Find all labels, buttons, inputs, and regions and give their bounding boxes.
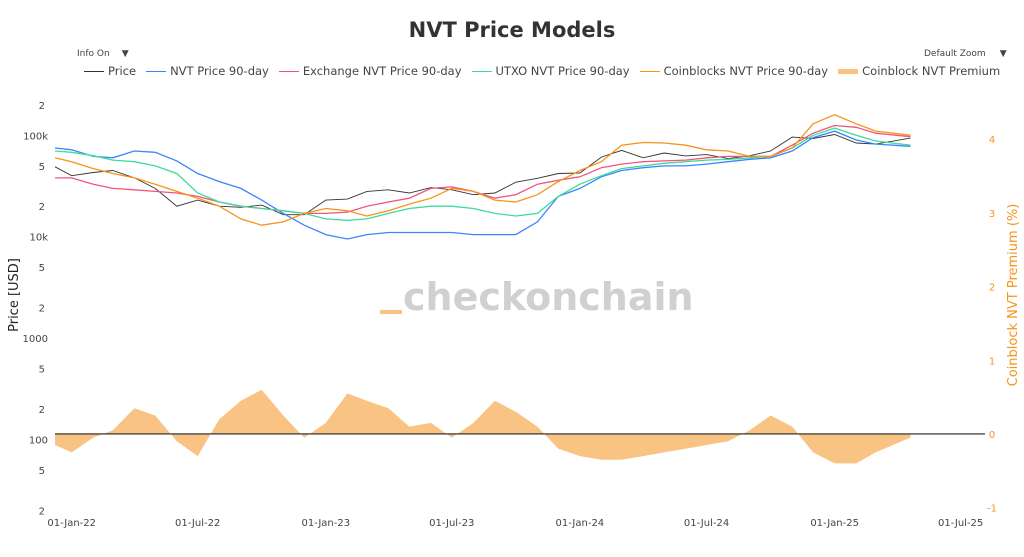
series-line-nvt: [54, 130, 911, 240]
legend-swatch: [838, 68, 859, 74]
legend-item-price[interactable]: Price: [84, 64, 136, 78]
y-tick-label: 2: [39, 202, 45, 213]
x-tick-label: 01-Jan-23: [301, 518, 350, 529]
x-tick-label: 01-Jan-24: [556, 518, 605, 529]
y2-tick-label: 0: [989, 430, 995, 441]
legend-label: Price: [108, 64, 137, 78]
y2-tick-label: -1: [987, 504, 997, 515]
x-tick-label: 01-Jul-23: [429, 518, 474, 529]
legend-item-exchange[interactable]: Exchange NVT Price 90-day: [278, 64, 462, 78]
y2-tick-label: 1: [989, 356, 995, 367]
y-tick-label: 5: [39, 466, 45, 477]
legend-swatch: [639, 70, 660, 72]
legend-label: Coinblocks NVT Price 90-day: [663, 64, 829, 78]
y-tick-label: 2: [39, 304, 45, 315]
y-tick-label: 100: [29, 435, 48, 446]
legend-swatch: [471, 70, 492, 72]
legend-item-utxo[interactable]: UTXO NVT Price 90-day: [471, 64, 630, 78]
y-tick-label: 2: [39, 506, 45, 517]
series-line-price: [54, 134, 911, 216]
series-line-exchange: [55, 124, 911, 215]
legend-label: NVT Price 90-day: [170, 64, 269, 78]
legend-swatch: [146, 70, 167, 72]
x-tick-label: 01-Jul-22: [175, 518, 220, 529]
info-dropdown[interactable]: Info On ▼: [77, 49, 129, 59]
legend-label: UTXO NVT Price 90-day: [495, 64, 630, 78]
y2-tick-label: 3: [989, 209, 995, 220]
x-tick-label: 01-Jul-24: [684, 518, 729, 529]
y-tick-label: 10k: [29, 233, 48, 244]
y-tick-label: 2: [39, 405, 45, 416]
y-tick-label: 5: [39, 365, 45, 376]
x-tick-label: 01-Jan-22: [47, 518, 96, 529]
y-axis-label: Price [USD]: [7, 258, 22, 332]
x-tick-label: 01-Jul-25: [938, 518, 983, 529]
y-tick-label: 2: [39, 101, 45, 112]
series-line-coinblocks: [54, 113, 911, 226]
legend-item-nvt[interactable]: NVT Price 90-day: [146, 64, 269, 78]
chart-title: NVT Price Models: [408, 18, 616, 42]
legend-item-premium[interactable]: Coinblock NVT Premium: [838, 64, 1000, 78]
watermark: checkonchain: [403, 275, 694, 319]
y2-tick-label: 4: [989, 135, 995, 146]
info-dropdown-label: Info On: [77, 49, 110, 59]
y-tick-label: 5: [39, 162, 45, 173]
legend: Price NVT Price 90-day Exchange NVT Price …: [84, 64, 1000, 78]
zoom-dropdown-label: Default Zoom: [924, 49, 986, 59]
triangle-down-icon: ▼: [121, 49, 129, 59]
legend-label: Coinblock NVT Premium: [862, 64, 1001, 78]
legend-label: Exchange NVT Price 90-day: [302, 64, 462, 78]
legend-swatch: [278, 70, 299, 72]
y2-tick-label: 2: [989, 283, 995, 294]
legend-item-coinblocks[interactable]: Coinblocks NVT Price 90-day: [639, 64, 829, 78]
y-tick-label: 1000: [23, 334, 48, 345]
watermark-logo-bar: [380, 310, 402, 314]
series-line-utxo: [54, 127, 911, 222]
legend-swatch: [84, 70, 104, 72]
y-tick-label: 5: [39, 263, 45, 274]
x-tick-label: 01-Jan-25: [810, 518, 859, 529]
y2-axis-label: Coinblock NVT Premium (%): [1006, 204, 1021, 387]
zoom-dropdown[interactable]: Default Zoom ▼: [924, 49, 1007, 59]
triangle-down-icon: ▼: [999, 49, 1007, 59]
series-area-coinblock-nvt-premium: [55, 389, 911, 464]
y-tick-label: 100k: [23, 131, 48, 142]
